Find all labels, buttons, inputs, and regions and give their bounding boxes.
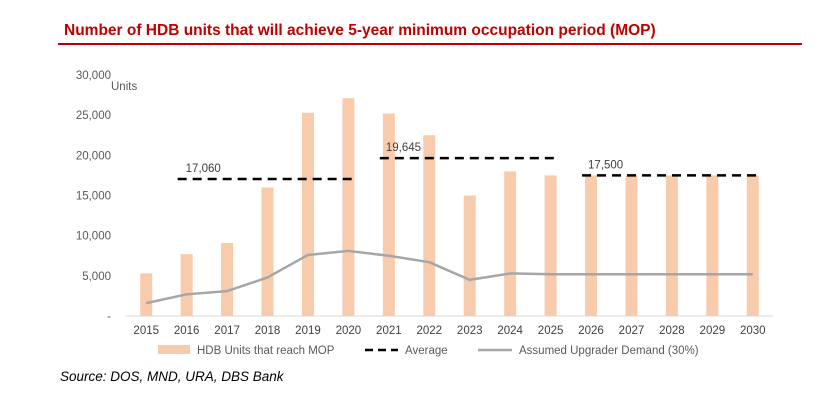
bar xyxy=(301,112,314,316)
bar xyxy=(463,195,476,316)
bar xyxy=(706,175,719,316)
x-tick-label: 2021 xyxy=(376,325,402,337)
average-data-label: 19,645 xyxy=(386,142,421,154)
x-tick-label: 2027 xyxy=(619,325,645,337)
bar xyxy=(140,273,153,316)
title-underline xyxy=(58,43,802,45)
x-tick-label: 2025 xyxy=(538,325,564,337)
legend-label-bars: HDB Units that reach MOP xyxy=(197,345,335,357)
x-tick-label: 2026 xyxy=(578,325,604,337)
chart-labels: 17,060 19,645 17,500 xyxy=(186,142,624,175)
bar xyxy=(544,175,557,316)
x-tick-label: 2022 xyxy=(416,325,442,337)
bar xyxy=(221,242,234,316)
legend-label-demand: Assumed Upgrader Demand (30%) xyxy=(519,345,699,357)
y-tick-label: 15,000 xyxy=(76,191,111,203)
bar xyxy=(382,113,395,316)
x-tick-label: 2020 xyxy=(336,325,362,337)
average-data-label: 17,060 xyxy=(186,163,221,175)
chart-axes: - 5,000 10,000 15,000 20,000 25,000 30,000Unit… xyxy=(76,70,773,337)
y-tick-label: 20,000 xyxy=(76,150,111,162)
y-axis-label: Units xyxy=(111,81,137,93)
legend-label-average: Average xyxy=(405,345,448,357)
bar xyxy=(423,135,436,316)
x-tick-label: 2019 xyxy=(295,325,321,337)
x-tick-label: 2015 xyxy=(133,325,159,337)
bar xyxy=(625,175,638,316)
bar xyxy=(342,98,355,317)
y-tick-label: 30,000 xyxy=(76,70,111,82)
chart-title: Number of HDB units that will achieve 5-… xyxy=(64,22,656,39)
bar xyxy=(180,254,193,316)
upgrader-demand-series xyxy=(145,249,753,305)
x-tick-label: 2030 xyxy=(740,325,766,337)
legend-swatch-bars xyxy=(158,345,190,354)
y-tick-label: - xyxy=(107,311,111,323)
bar xyxy=(504,171,517,316)
x-tick-label: 2029 xyxy=(700,325,726,337)
upgrader-demand-line xyxy=(145,249,753,305)
x-tick-label: 2017 xyxy=(214,325,240,337)
average-series xyxy=(177,156,762,181)
x-tick-label: 2016 xyxy=(174,325,200,337)
y-tick-label: 25,000 xyxy=(76,110,111,122)
bar xyxy=(261,187,274,316)
chart-legend: HDB Units that reach MOP Average Assumed U… xyxy=(158,345,699,357)
bar-series xyxy=(140,98,759,317)
average-data-label: 17,500 xyxy=(588,159,623,171)
source-note: Source: DOS, MND, URA, DBS Bank xyxy=(60,369,284,384)
bar xyxy=(746,175,759,316)
y-tick-label: 10,000 xyxy=(76,231,111,243)
x-tick-label: 2018 xyxy=(255,325,281,337)
bar xyxy=(585,175,598,316)
bar xyxy=(665,175,678,316)
x-tick-label: 2023 xyxy=(457,325,483,337)
x-tick-label: 2024 xyxy=(497,325,523,337)
x-tick-label: 2028 xyxy=(659,325,685,337)
y-tick-label: 5,000 xyxy=(82,271,111,283)
